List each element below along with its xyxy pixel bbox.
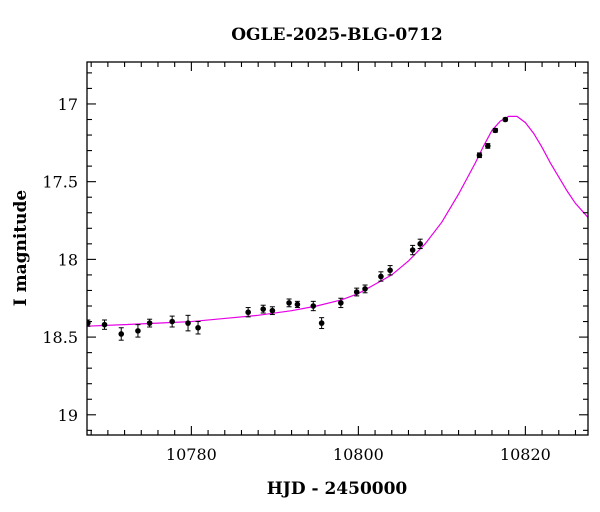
- data-point: [485, 143, 491, 149]
- data-point: [353, 289, 360, 295]
- data-point: [502, 116, 509, 123]
- data-point: [269, 307, 276, 314]
- data-point: [417, 241, 423, 247]
- data-point: [195, 324, 201, 331]
- data-point: [146, 320, 153, 326]
- data-point: [409, 247, 416, 253]
- data-point: [286, 300, 292, 306]
- axis-ticks-layer: 10780 10800 10820 17 17.5 18 18.5 19: [42, 62, 588, 464]
- data-points-layer: [87, 116, 509, 341]
- chart-title: OGLE-2025-BLG-0712: [231, 25, 443, 45]
- data-point: [492, 127, 499, 134]
- data-point: [294, 301, 301, 308]
- data-point: [118, 331, 125, 337]
- data-point: [310, 303, 317, 309]
- data-point: [185, 320, 191, 326]
- x-tick-label: 10820: [500, 445, 551, 464]
- data-point: [387, 267, 393, 274]
- data-point: [169, 318, 175, 325]
- y-tick-label: 19: [58, 406, 78, 425]
- data-point: [101, 321, 108, 328]
- y-axis-label: I magnitude: [11, 190, 31, 307]
- data-point: [245, 309, 251, 316]
- data-point: [318, 320, 325, 326]
- plot-frame: [86, 61, 589, 436]
- data-point: [338, 300, 344, 306]
- x-tick-label: 10780: [166, 445, 217, 464]
- x-axis-label: HJD - 2450000: [267, 479, 408, 499]
- y-tick-label: 17: [58, 95, 78, 114]
- data-point: [260, 306, 266, 312]
- data-point: [378, 273, 384, 280]
- data-point: [135, 328, 141, 334]
- y-tick-label: 17.5: [42, 173, 78, 192]
- y-tick-label: 18.5: [42, 328, 78, 347]
- data-point: [362, 286, 368, 292]
- x-tick-label: 10800: [333, 445, 384, 464]
- data-point: [476, 152, 483, 159]
- model-curve: [87, 115, 588, 327]
- model-curve-layer: [87, 115, 588, 327]
- y-tick-label: 18: [58, 250, 78, 269]
